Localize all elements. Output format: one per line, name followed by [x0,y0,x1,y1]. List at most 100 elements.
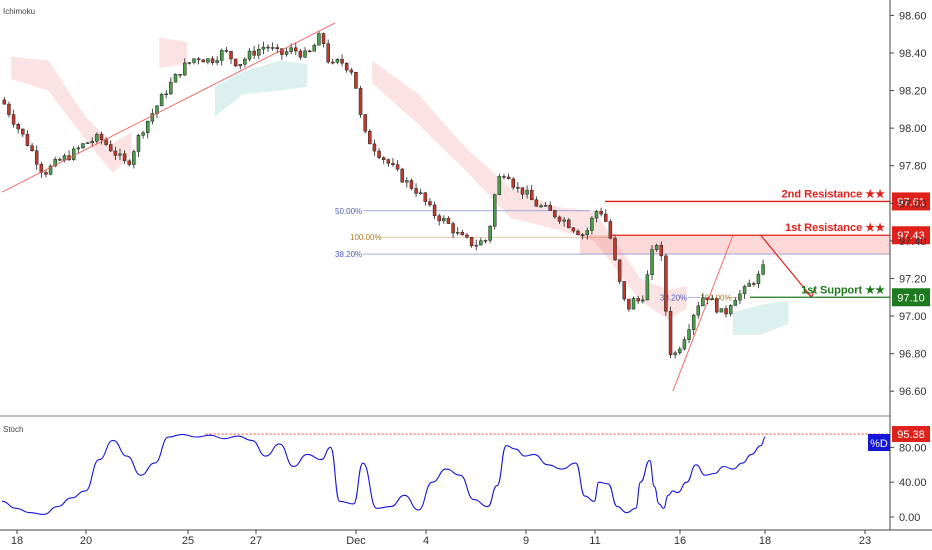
candle-body [423,192,428,202]
candle-body [25,133,30,146]
candle-body [654,245,659,250]
stoch-tick-label: 80.00 [899,442,927,454]
candle-body [687,329,691,340]
candle-body [738,293,742,301]
price-tick-label: 97.00 [899,311,927,323]
candle-body [85,142,90,144]
candle-body [71,148,76,160]
candle-body [511,178,515,188]
candle-body [266,46,270,49]
stoch-tick-label: 40.00 [899,477,927,489]
candle-body [30,145,34,151]
candle-body [710,298,714,301]
candle-body [627,298,631,310]
candle-body [636,298,640,302]
candle-body [659,245,664,257]
candle-body [229,51,233,60]
candle-body [678,348,682,354]
candle-body [664,255,668,312]
key-levels: 2nd Resistance ★★ 97.61 1st Resistance ★★ 9… [605,188,930,307]
candle-body [270,47,275,49]
candle-body [173,74,178,83]
stoch-tick-label: 0.00 [899,512,920,524]
candle-body [691,314,696,330]
candle-body [506,176,511,180]
candle-body [622,281,627,300]
candle-body [724,308,728,315]
fib-label: 38.20% [335,250,362,259]
candle-body [483,240,488,242]
candle-body [178,74,182,76]
price-axis: 98.60 98.40 98.20 98.00 97.80 97.60 97.40 97.20… [890,10,927,398]
price-tick-label: 97.40 [899,236,927,248]
candle-body [756,273,761,285]
candle-body [469,236,474,247]
candle-body [289,47,293,52]
fib-label: 38.20% [660,293,687,302]
cloud-bullish [214,60,308,117]
time-tick-label: 27 [250,535,262,547]
time-tick-label: 20 [80,535,92,547]
candle-body [553,210,557,218]
price-tick-label: 97.20 [899,273,927,285]
candle-body [668,310,673,356]
time-axis: 18 20 25 27 Dec 4 9 11 16 18 23 [11,530,871,547]
candle-body [696,305,701,316]
candle-body [206,58,210,63]
price-tick-label: 96.80 [899,349,927,361]
price-tick-label: 98.60 [899,10,927,22]
candle-body [275,47,280,49]
indicator-label: Ichimoku [3,7,35,16]
level-price-badge-text: 97.10 [897,292,925,304]
candle-body [48,165,53,175]
time-tick-label: 18 [11,535,23,547]
fib-label: 100.00% [350,233,382,242]
level-price-badge [892,192,930,211]
candle-body [539,205,543,208]
candle-body [617,259,622,282]
candle-body [576,230,580,235]
candle-body [395,164,400,170]
candle-body [455,231,460,234]
candle-body [335,59,340,63]
candle-body [261,46,266,50]
candle-body [492,194,497,227]
candle-body [164,93,168,96]
candle-body [446,217,451,224]
candle-body [516,187,520,189]
candle-body [44,172,48,175]
stoch-last-badge-text: 95.38 [897,429,925,441]
candle-body [122,153,127,162]
candle-body [233,58,238,67]
stoch-d-line [1,433,766,515]
level-label: 1st Resistance ★★ [785,222,885,234]
candle-body [594,210,599,219]
candle-body [548,205,552,211]
price-tick-label: 97.60 [899,198,927,210]
candle-body [187,62,192,64]
candle-body [488,225,492,241]
candle-body [566,219,571,229]
time-tick-label: 18 [759,535,771,547]
candle-body [243,58,247,65]
price-tick-label: 98.40 [899,48,927,60]
candle-body [497,176,502,195]
candle-body [368,131,372,145]
candle-body [479,240,483,246]
level-label: 1st Support ★★ [801,284,885,296]
candle-body [590,217,594,231]
time-tick-label: Dec [346,535,366,547]
candle-body [2,99,7,105]
candle-body [76,147,81,150]
candle-body [326,43,330,63]
level-price-badge [892,288,930,307]
candle-body [298,50,303,58]
time-tick-label: 11 [589,535,600,547]
cloud-bullish [733,301,789,335]
candle-body [631,298,636,310]
candle-body [409,180,414,189]
candle-body [280,48,284,55]
candle-body [95,133,99,142]
